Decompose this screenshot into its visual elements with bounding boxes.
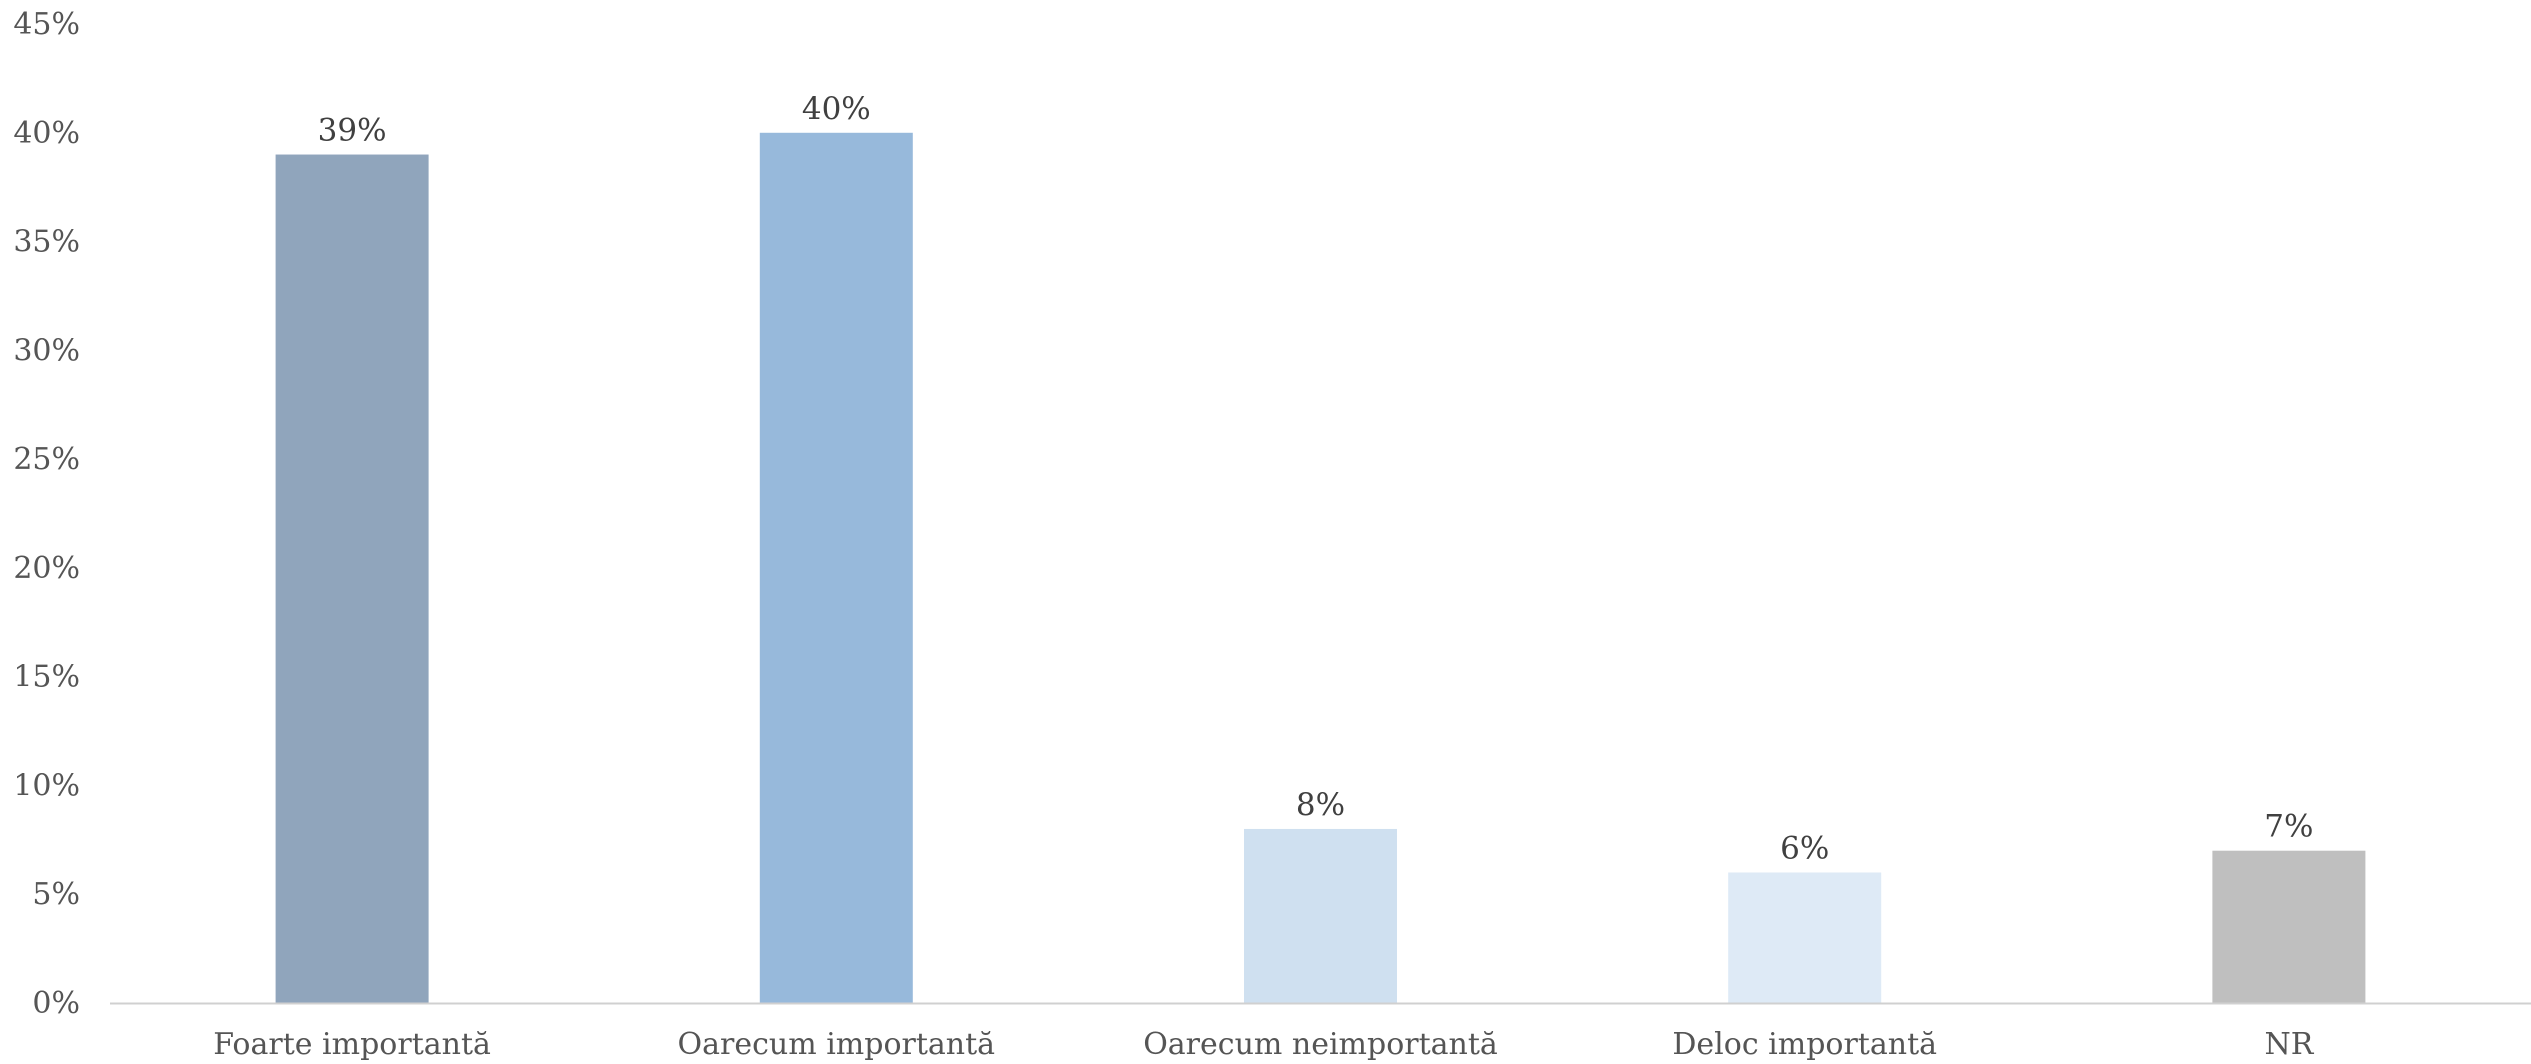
y-tick-label: 0% (32, 986, 80, 1021)
bar (1244, 828, 1397, 1003)
x-tick-label: Foarte importantă (213, 1027, 491, 1062)
data-label: 7% (2264, 809, 2313, 845)
bar (275, 154, 429, 1004)
y-tick-label: 45% (13, 7, 80, 42)
y-tick-label: 30% (13, 333, 80, 368)
y-tick-label: 40% (13, 116, 80, 151)
y-tick-label: 20% (13, 551, 80, 586)
y-tick-label: 25% (13, 442, 80, 477)
bar (759, 132, 913, 1003)
x-axis: Foarte importantă Oarecum importantă Oarec… (110, 1002, 2531, 1062)
data-labels-group: 39% 40% 8% 6% 7% (318, 91, 2314, 867)
x-tick-label: Oarecum neimportantă (1143, 1027, 1498, 1062)
y-tick-label: 15% (13, 660, 80, 695)
x-tick-label: NR (2264, 1027, 2314, 1062)
bars-group (275, 132, 2366, 1004)
y-axis: 0% 5% 10% 15% 20% 25% 30% 35% 40% 45% (13, 7, 80, 1021)
data-label: 6% (1780, 830, 1829, 866)
y-tick-label: 5% (32, 877, 80, 912)
data-label: 40% (802, 91, 871, 127)
bar (2212, 850, 2366, 1003)
y-tick-label: 35% (13, 225, 80, 260)
data-label: 39% (318, 113, 387, 149)
data-label: 8% (1296, 787, 1345, 823)
x-tick-label: Deloc importantă (1672, 1027, 1937, 1062)
bar (1728, 872, 1882, 1003)
x-tick-label: Oarecum importantă (678, 1027, 996, 1062)
y-tick-label: 10% (13, 768, 80, 803)
